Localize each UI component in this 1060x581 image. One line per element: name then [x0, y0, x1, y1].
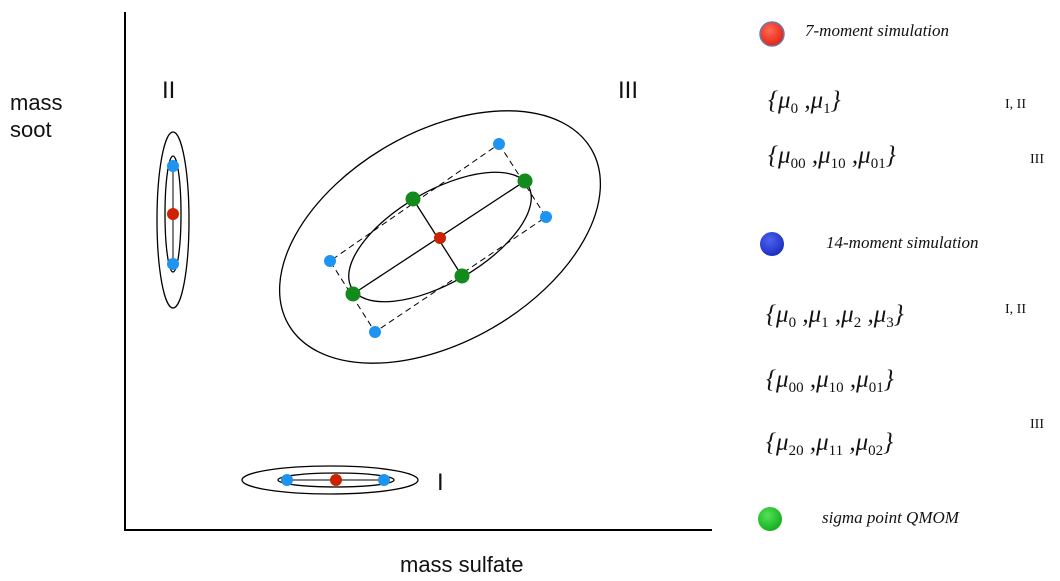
region-ii-blue-point-bottom [167, 258, 179, 270]
region-iii-green-point-1 [517, 173, 533, 189]
legend-fourteen-set-2: {μ00 ,μ10 ,μ01} [766, 366, 894, 396]
legend-fourteen-set-1-regions: I, II [1005, 302, 1026, 317]
region-label-i: I [437, 469, 444, 496]
region-ii-outer-ellipse [156, 131, 190, 309]
region-iii-red-point [434, 232, 446, 244]
region-i-outer-ellipse [241, 465, 419, 495]
legend: 7-moment simulation {μ0 ,μ1} I, II {μ00 … [758, 21, 1044, 531]
region-iii-blue-point-3 [369, 326, 381, 338]
y-axis-label-line1: mass [10, 90, 63, 115]
axes [124, 12, 712, 531]
legend-seven-set-2: {μ00 ,μ10 ,μ01} [768, 142, 896, 172]
region-ii-inner-ellipse [164, 155, 182, 273]
region-ii-distribution [156, 131, 190, 309]
region-iii-green-point-3 [454, 268, 470, 284]
legend-fourteen-moment-marker [760, 232, 784, 256]
legend-seven-moment-title: 7-moment simulation [805, 21, 949, 40]
region-iii-green-point-2 [405, 191, 421, 207]
region-i-distribution [241, 465, 419, 495]
legend-seven-set-1-regions: I, II [1005, 97, 1026, 112]
region-ii-blue-point-top [167, 160, 179, 172]
legend-fourteen-set-3: {μ20 ,μ11 ,μ02} [766, 429, 893, 459]
region-iii-distribution [278, 110, 602, 364]
region-iii-outer-ellipse [278, 110, 602, 364]
legend-fourteen-set-3-regions: III [1030, 417, 1044, 432]
legend-fourteen-set-1: {μ0 ,μ1 ,μ2 ,μ3} [766, 301, 904, 331]
legend-seven-moment-marker [759, 21, 785, 47]
legend-sigma-point-marker [758, 507, 782, 531]
region-i-red-point [330, 474, 342, 486]
region-iii-green-point-4 [345, 286, 361, 302]
legend-seven-set-2-regions: III [1030, 152, 1044, 167]
region-label-iii: III [618, 77, 638, 104]
region-i-blue-point-right [378, 474, 390, 486]
y-axis-label-line2: soot [10, 117, 52, 142]
legend-seven-set-1: {μ0 ,μ1} [768, 87, 841, 117]
region-iii-blue-point-1 [493, 138, 505, 150]
region-i-blue-point-left [281, 474, 293, 486]
region-iii-blue-point-4 [324, 255, 336, 267]
region-iii-blue-point-2 [540, 211, 552, 223]
x-axis-label: mass sulfate [400, 552, 524, 577]
region-ii-red-point [167, 208, 179, 220]
region-label-ii: II [162, 77, 175, 104]
legend-sigma-point-title: sigma point QMOM [822, 508, 960, 527]
legend-fourteen-moment-title: 14-moment simulation [826, 233, 979, 252]
region-i-inner-ellipse [277, 472, 395, 488]
